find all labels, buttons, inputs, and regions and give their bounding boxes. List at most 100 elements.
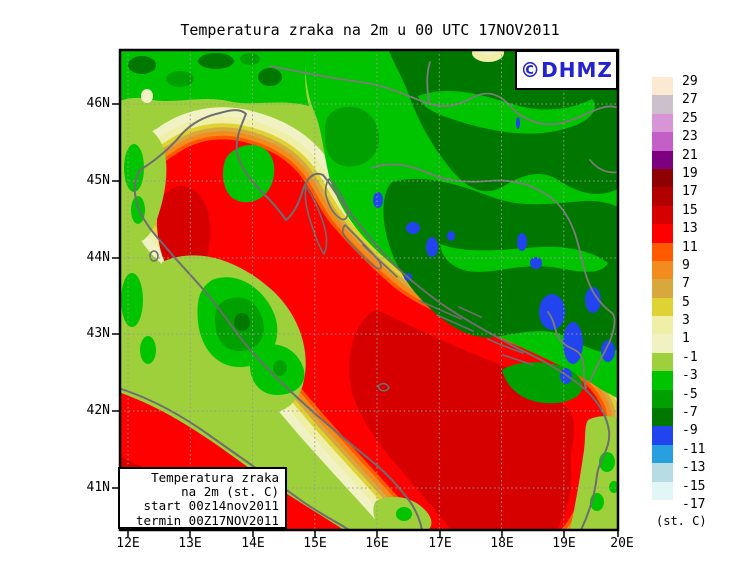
- map-title: Temperatura zraka na 2m u 00 UTC 17NOV20…: [180, 21, 560, 39]
- lon-label: 15E: [303, 536, 327, 551]
- colorbar-label: 21: [682, 147, 698, 163]
- colorbar-swatch: [652, 95, 673, 114]
- colorbar-label: 5: [682, 294, 690, 310]
- lon-label: 17E: [428, 536, 452, 551]
- colorbar-entry: 1: [652, 331, 705, 353]
- colorbar-entry: 19: [652, 165, 705, 188]
- colorbar-entry: 25: [652, 110, 705, 133]
- colorbar-entry: 7: [652, 276, 705, 298]
- coastlines: [120, 109, 611, 530]
- colorbar-label: -15: [682, 478, 706, 494]
- colorbar-entry: 15: [652, 202, 705, 225]
- colorbar: 29 27 25 23 21 19 17 15 13 11 9 7 5 3 1 -1 -3 -5 -7 -9 -11 -1…: [652, 74, 706, 519]
- colorbar-swatch: [652, 499, 673, 519]
- colorbar-label: -5: [682, 386, 698, 402]
- dhmz-logo: ©DHMZ: [520, 58, 613, 82]
- lon-label: 20E: [610, 536, 634, 551]
- colorbar-label: -7: [682, 405, 698, 421]
- colorbar-swatch: [652, 297, 673, 317]
- legend-line: start 00z14nov2011: [143, 498, 279, 514]
- colorbar-entry: 27: [652, 92, 705, 114]
- colorbar-swatch: [652, 408, 673, 427]
- colorbar-label: 15: [682, 202, 698, 218]
- colorbar-swatch: [652, 260, 673, 280]
- colorbar-entry: 13: [652, 222, 705, 243]
- cold-pockets-blue: [123, 65, 615, 384]
- colorbar-swatch: [652, 352, 673, 372]
- colorbar-swatch: [652, 371, 673, 390]
- map-field: [120, 50, 618, 530]
- colorbar-swatch: [652, 426, 673, 445]
- colorbar-label: 27: [682, 92, 698, 108]
- colorbar-entry: 9: [652, 258, 705, 280]
- colorbar-label: -17: [682, 496, 706, 512]
- northwest-alpine-strip: [120, 50, 504, 106]
- colorbar-swatch: [652, 77, 673, 96]
- colorbar-swatch: [652, 150, 673, 169]
- colorbar-entry: 17: [652, 184, 705, 206]
- colorbar-label: 29: [682, 74, 698, 89]
- map-frame: [118, 48, 620, 532]
- colorbar-label: 3: [682, 313, 690, 329]
- colorbar-swatch: [652, 316, 673, 335]
- colorbar-entry: -3: [652, 369, 705, 390]
- italy-interior: [120, 123, 432, 530]
- colorbar-label: -11: [682, 441, 706, 457]
- islands: [149, 178, 534, 392]
- colorbar-entry: -11: [652, 441, 706, 464]
- colorbar-entry: -15: [652, 478, 706, 500]
- colorbar-entry: -5: [652, 386, 705, 409]
- lon-label: 12E: [116, 536, 140, 551]
- colorbar-swatch: [652, 481, 673, 500]
- colorbar-label: 23: [682, 129, 698, 145]
- colorbar-swatch: [652, 187, 673, 206]
- colorbar-unit: (st. C): [656, 514, 707, 528]
- graticule: [120, 50, 618, 530]
- colorbar-swatch: [652, 279, 673, 298]
- colorbar-swatch: [652, 168, 673, 188]
- colorbar-entry: -17: [652, 496, 706, 519]
- colorbar-label: 17: [682, 184, 698, 200]
- lon-label: 16E: [365, 536, 389, 551]
- colorbar-label: 11: [682, 239, 698, 255]
- axis-ticks: [112, 103, 619, 537]
- colorbar-swatch: [652, 242, 673, 261]
- colorbar-swatch: [652, 463, 673, 482]
- colorbar-label: 19: [682, 165, 698, 181]
- colorbar-entry: 3: [652, 313, 705, 335]
- colorbar-swatch: [652, 132, 673, 151]
- lon-label: 14E: [241, 536, 265, 551]
- legend-line: Temperatura zraka: [151, 470, 279, 485]
- colorbar-swatch: [652, 334, 673, 353]
- legend-box: Temperatura zraka na 2m (st. C) start 00…: [118, 467, 287, 529]
- colorbar-label: -9: [682, 423, 698, 439]
- legend-line: termin 00Z17NOV2011: [136, 512, 279, 528]
- colorbar-entry: -13: [652, 460, 706, 482]
- colorbar-entry: 21: [652, 147, 705, 169]
- colorbar-label: -13: [682, 460, 706, 476]
- country-borders: [269, 61, 618, 389]
- lat-label: 44N: [86, 250, 110, 265]
- colorbar-entry: 29: [652, 74, 705, 96]
- lat-label: 46N: [86, 96, 110, 111]
- legend-line: na 2m (st. C): [181, 484, 279, 500]
- colorbar-entry: -9: [652, 423, 705, 445]
- colorbar-swatch: [652, 205, 673, 225]
- lon-label: 18E: [490, 536, 514, 551]
- colorbar-label: 7: [682, 276, 690, 292]
- lat-label: 45N: [86, 173, 110, 188]
- lat-label: 43N: [86, 326, 110, 341]
- colorbar-entry: -7: [652, 405, 705, 427]
- colorbar-label: -1: [682, 349, 698, 365]
- lat-label: 42N: [86, 403, 110, 418]
- colorbar-entry: 5: [652, 294, 705, 317]
- colorbar-label: 1: [682, 331, 690, 347]
- colorbar-swatch: [652, 113, 673, 133]
- colorbar-label: 25: [682, 110, 698, 126]
- lon-label: 13E: [178, 536, 202, 551]
- colorbar-swatch: [652, 444, 673, 464]
- colorbar-swatch: [652, 389, 673, 409]
- colorbar-swatch: [652, 224, 673, 243]
- lat-label: 41N: [86, 480, 110, 495]
